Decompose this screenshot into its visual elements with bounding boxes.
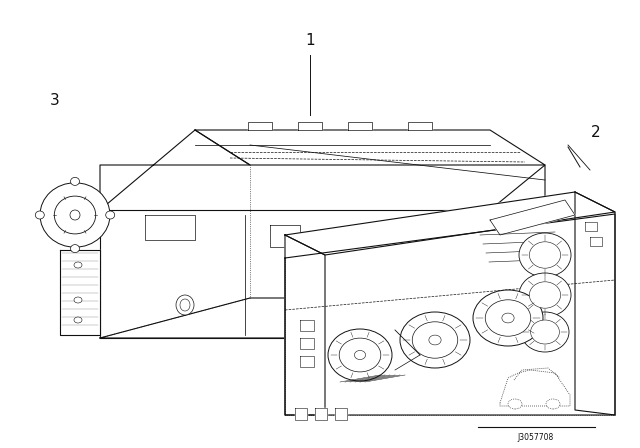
Polygon shape [490,200,575,235]
Polygon shape [335,408,347,420]
Ellipse shape [508,399,522,409]
Ellipse shape [301,287,309,293]
Ellipse shape [473,290,543,346]
Ellipse shape [521,312,569,352]
Polygon shape [420,245,445,270]
Ellipse shape [400,312,470,368]
Ellipse shape [529,242,561,268]
Polygon shape [295,408,307,420]
Polygon shape [370,240,400,265]
Polygon shape [195,130,545,165]
Ellipse shape [429,335,441,345]
Ellipse shape [70,177,79,185]
Polygon shape [585,222,597,231]
Polygon shape [285,235,325,415]
Polygon shape [408,122,432,130]
Polygon shape [300,320,314,331]
Polygon shape [285,214,615,415]
Polygon shape [590,237,602,246]
Ellipse shape [339,338,381,372]
Ellipse shape [519,273,571,317]
Ellipse shape [546,399,560,409]
Polygon shape [315,408,327,420]
Ellipse shape [355,350,365,360]
Text: 2: 2 [591,125,601,139]
Ellipse shape [529,282,561,308]
Polygon shape [320,235,350,257]
Ellipse shape [70,210,80,220]
Polygon shape [285,192,615,255]
Ellipse shape [350,291,360,299]
Text: 1: 1 [305,33,315,47]
Polygon shape [100,210,490,338]
Polygon shape [348,122,372,130]
Ellipse shape [106,211,115,219]
Polygon shape [300,356,314,367]
Polygon shape [100,298,545,338]
Polygon shape [490,165,545,338]
Ellipse shape [485,300,531,336]
Ellipse shape [519,233,571,277]
Polygon shape [270,225,300,247]
Polygon shape [145,215,195,240]
Ellipse shape [74,262,82,268]
Ellipse shape [180,299,190,311]
Ellipse shape [502,313,514,323]
Ellipse shape [531,320,559,344]
Ellipse shape [328,329,392,381]
Ellipse shape [298,285,312,295]
Text: 3: 3 [50,92,60,108]
Ellipse shape [35,211,44,219]
Ellipse shape [70,245,79,253]
Ellipse shape [352,292,358,298]
Ellipse shape [40,183,110,247]
Ellipse shape [74,297,82,303]
Ellipse shape [412,322,458,358]
Ellipse shape [176,295,194,315]
Ellipse shape [74,317,82,323]
Polygon shape [298,122,322,130]
Text: J3057708: J3057708 [518,433,554,442]
Polygon shape [575,192,615,415]
Polygon shape [100,130,250,210]
Polygon shape [300,338,314,349]
Polygon shape [60,250,100,335]
Polygon shape [248,122,272,130]
Ellipse shape [54,196,96,234]
